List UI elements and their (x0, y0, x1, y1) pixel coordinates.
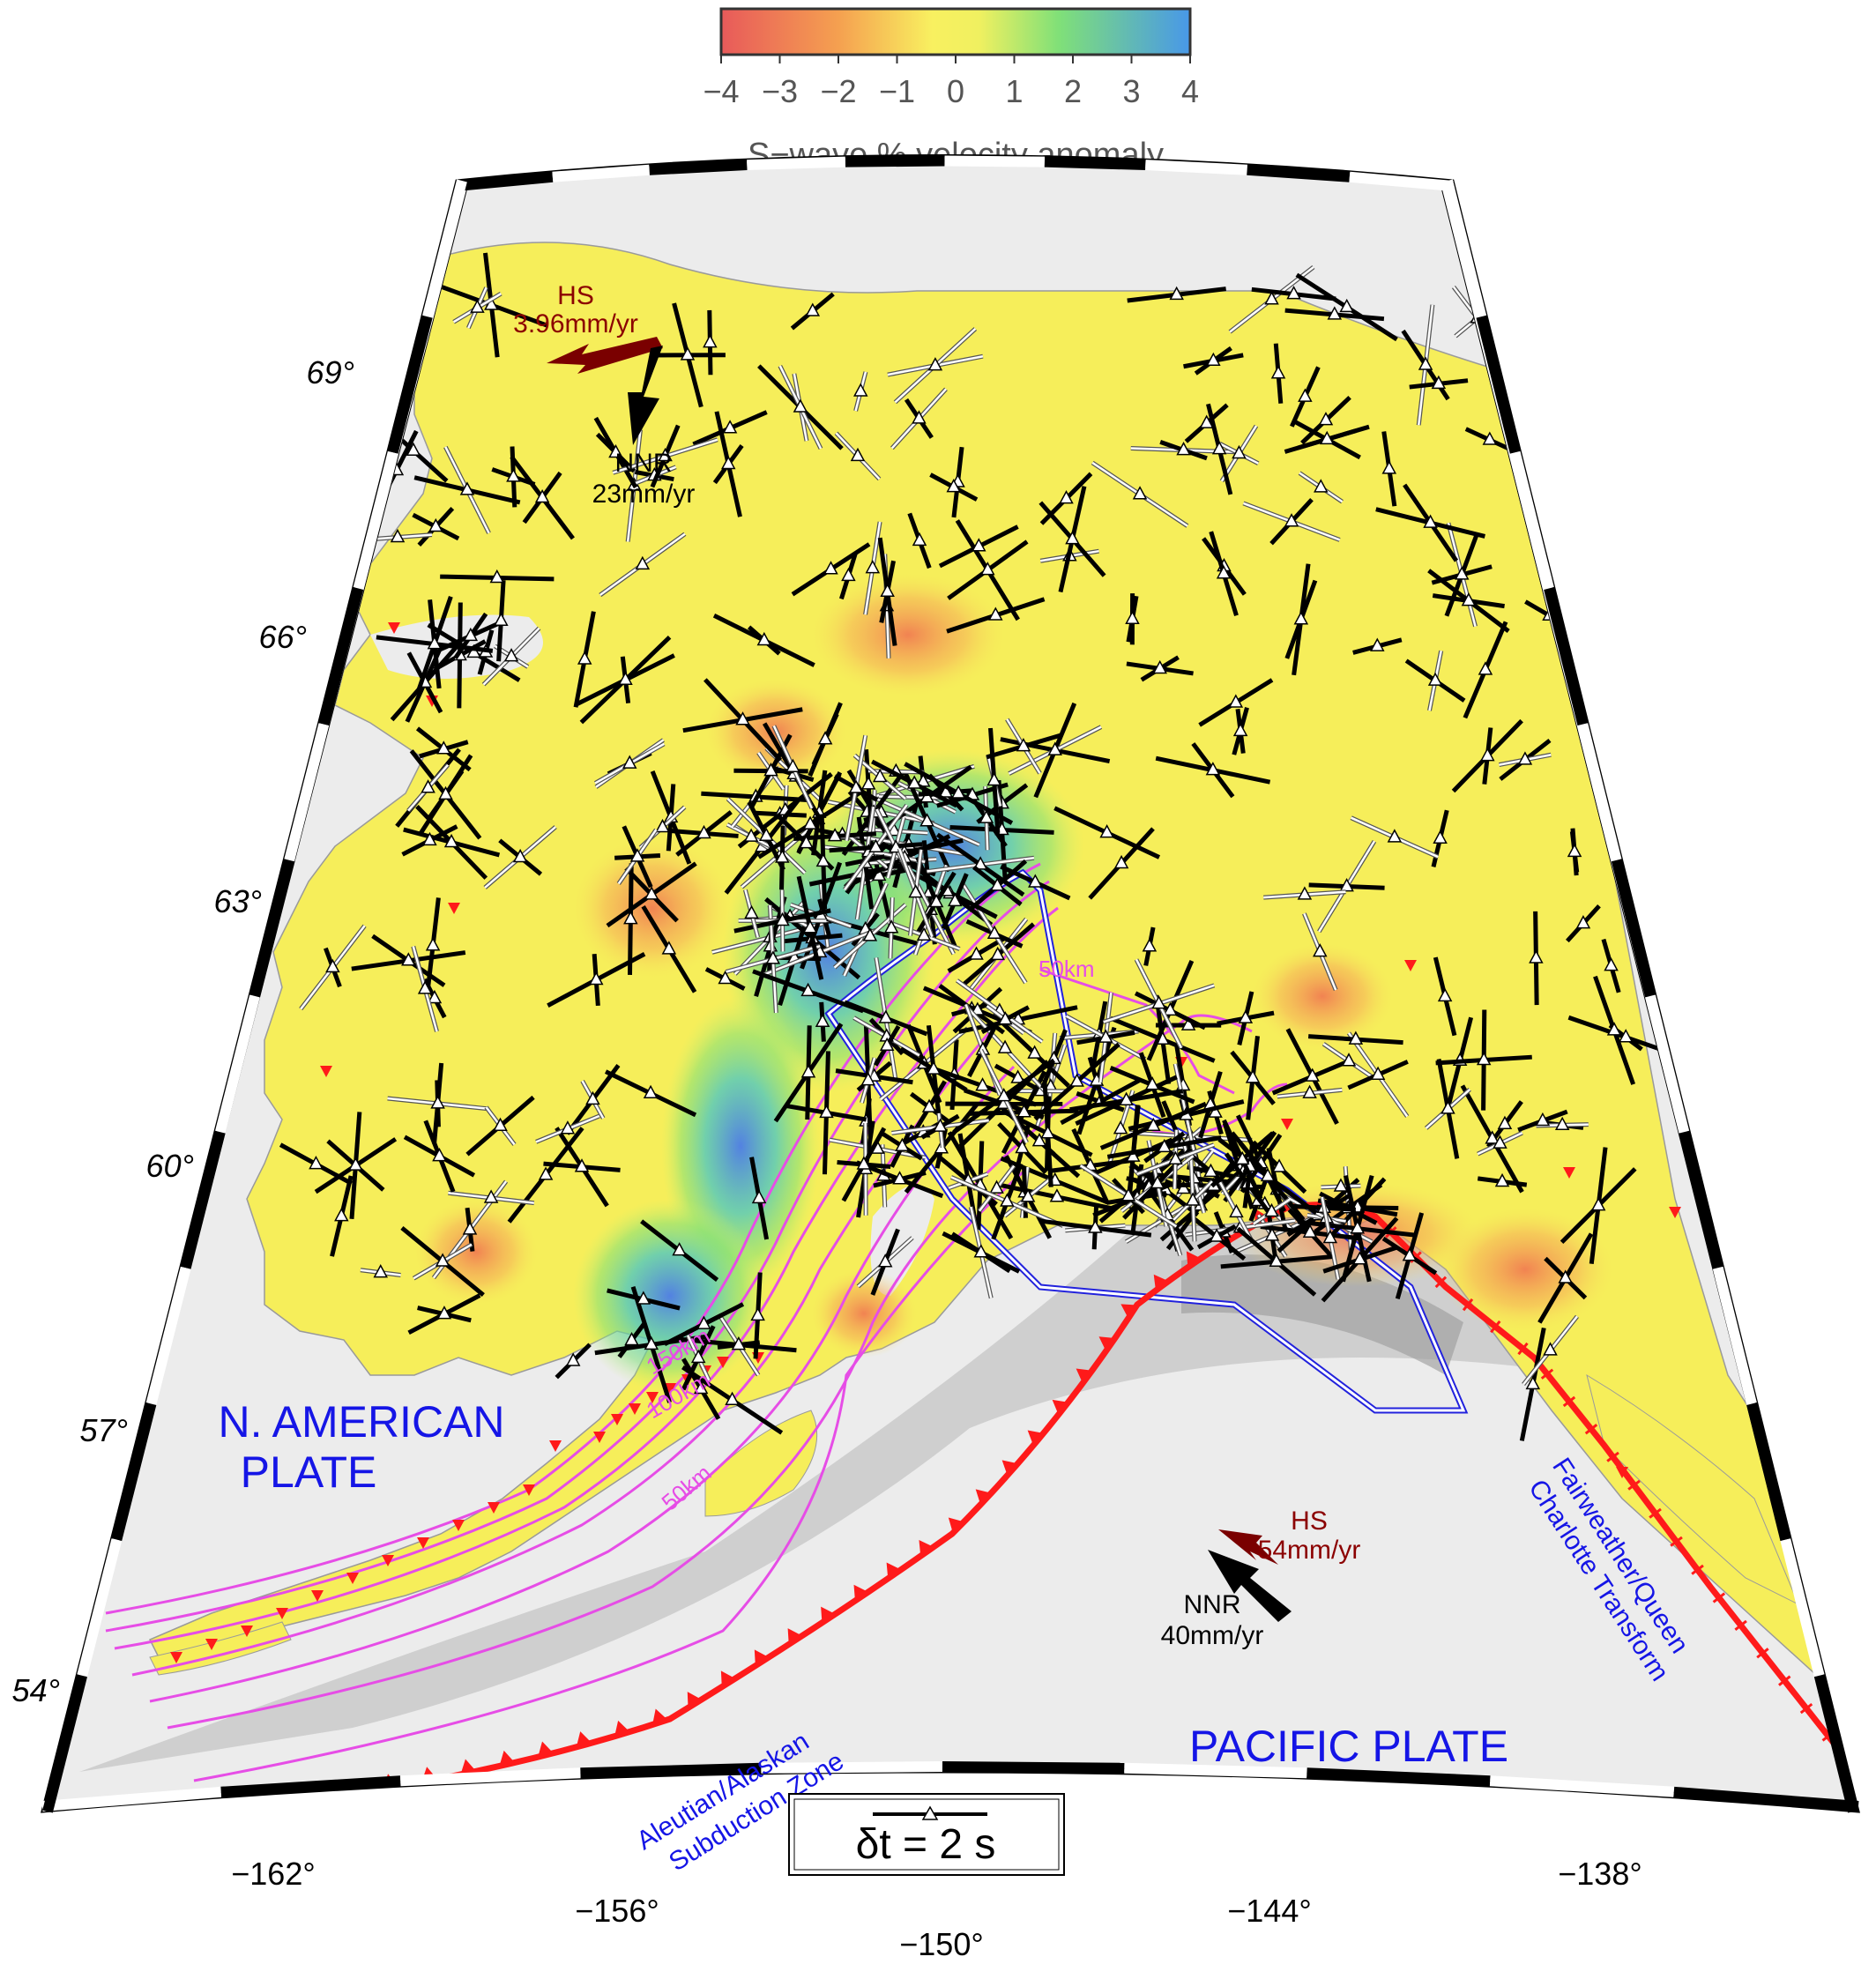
hs-label-north: HS (557, 281, 594, 310)
frame-tick-bottom (942, 1767, 1124, 1768)
trench-tooth (226, 1796, 242, 1811)
colorbar-tick-label: 4 (1181, 73, 1199, 109)
lon-138: −138° (1558, 1856, 1642, 1892)
lat-60: 60° (146, 1148, 194, 1184)
frame-tick-top (747, 162, 845, 165)
nnr-rate-pacific: 40mm/yr (1161, 1621, 1264, 1650)
lon-156: −156° (575, 1893, 659, 1929)
lon-150: −150° (899, 1926, 983, 1962)
lat-54: 54° (12, 1672, 60, 1708)
hs-rate-pacific: 54mm/yr (1258, 1536, 1361, 1565)
lon-162: −162° (231, 1856, 315, 1892)
nnr-rate-north: 23mm/yr (592, 480, 696, 509)
frame-tick-top (553, 170, 650, 177)
frame-tick-top (845, 161, 945, 162)
nnr-label-pacific: NNR (1184, 1590, 1241, 1619)
frame-tick-top (1247, 170, 1350, 177)
frame-tick-top (945, 161, 1045, 162)
hs-rate-north: 3.96mm/yr (513, 309, 638, 339)
hs-label-pacific: HS (1291, 1507, 1328, 1536)
pacific-plate-label: PACIFIC PLATE (1189, 1722, 1508, 1771)
colorbar-tick-label: −4 (703, 73, 739, 109)
colorbar-gradient (721, 9, 1190, 55)
nnr-label-north: NNR (615, 449, 673, 478)
colorbar-tick-label: −2 (820, 73, 856, 109)
colorbar-ticks: −4 −3 −2 −1 0 1 2 3 4 (703, 55, 1199, 109)
colorbar-tick-label: 2 (1064, 73, 1082, 109)
north-american-plate-label-line1: N. AMERICAN (218, 1397, 504, 1447)
lat-66: 66° (259, 619, 307, 655)
lat-63: 63° (214, 883, 262, 919)
scale-legend: δt = 2 s (789, 1794, 1064, 1875)
colorbar-tick-label: 0 (947, 73, 964, 109)
contour-label-50km-north: 50km (1038, 956, 1095, 982)
colorbar-tick-label: 3 (1122, 73, 1140, 109)
frame-tick-top (650, 165, 748, 170)
colorbar-tick-label: 1 (1005, 73, 1023, 109)
colorbar-tick-label: −1 (879, 73, 915, 109)
trench-tooth (186, 1800, 202, 1815)
colorbar-tick-label: −3 (762, 73, 798, 109)
lat-57: 57° (80, 1412, 128, 1448)
frame-tick-top (1045, 162, 1145, 165)
lon-144: −144° (1227, 1893, 1311, 1929)
north-american-plate-label-line2: PLATE (241, 1447, 377, 1497)
frame-tick-top (1145, 165, 1247, 170)
scale-legend-text: δt = 2 s (856, 1821, 996, 1868)
lat-69: 69° (307, 354, 354, 391)
